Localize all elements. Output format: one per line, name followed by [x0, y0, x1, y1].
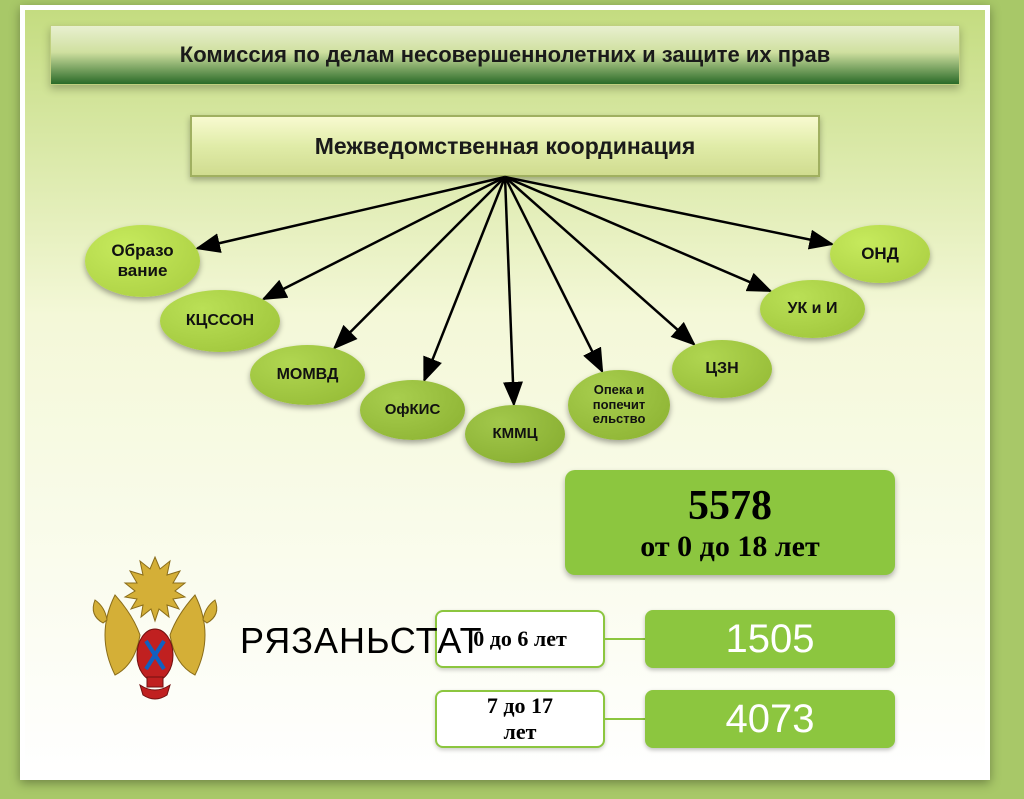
- stats-total-label: от 0 до 18 лет: [640, 530, 819, 564]
- node-edu: Образо вание: [85, 225, 200, 297]
- node-kmmc: КММЦ: [465, 405, 565, 463]
- node-uki: УК и И: [760, 280, 865, 338]
- node-kcsson: КЦССОН: [160, 290, 280, 352]
- stats-row-connector: [605, 718, 645, 720]
- emblem-icon: [85, 545, 225, 705]
- node-ond: ОНД: [830, 225, 930, 283]
- title-text: Комиссия по делам несовершеннолетних и з…: [180, 42, 830, 68]
- ryazanstat-label: РЯЗАНЬСТАТ: [240, 620, 483, 662]
- stats-row-value: 4073: [645, 690, 895, 748]
- node-opeka: Опека и попечит ельство: [568, 370, 670, 440]
- node-momvd: МОМВД: [250, 345, 365, 405]
- node-ofkis: ОфКИС: [360, 380, 465, 440]
- coordination-text: Межведомственная координация: [315, 133, 696, 160]
- stats-row-connector: [605, 638, 645, 640]
- stats-row-1: 7 до 17 лет 4073: [435, 690, 895, 748]
- stats-row-0: 0 до 6 лет1505: [435, 610, 895, 668]
- stats-total-box: 5578 от 0 до 18 лет: [565, 470, 895, 575]
- stats-total-value: 5578: [688, 482, 772, 530]
- title-bar: Комиссия по делам несовершеннолетних и з…: [50, 25, 960, 85]
- node-czn: ЦЗН: [672, 340, 772, 398]
- stats-row-label: 7 до 17 лет: [435, 690, 605, 748]
- stats-row-value: 1505: [645, 610, 895, 668]
- coordination-box: Межведомственная координация: [190, 115, 820, 177]
